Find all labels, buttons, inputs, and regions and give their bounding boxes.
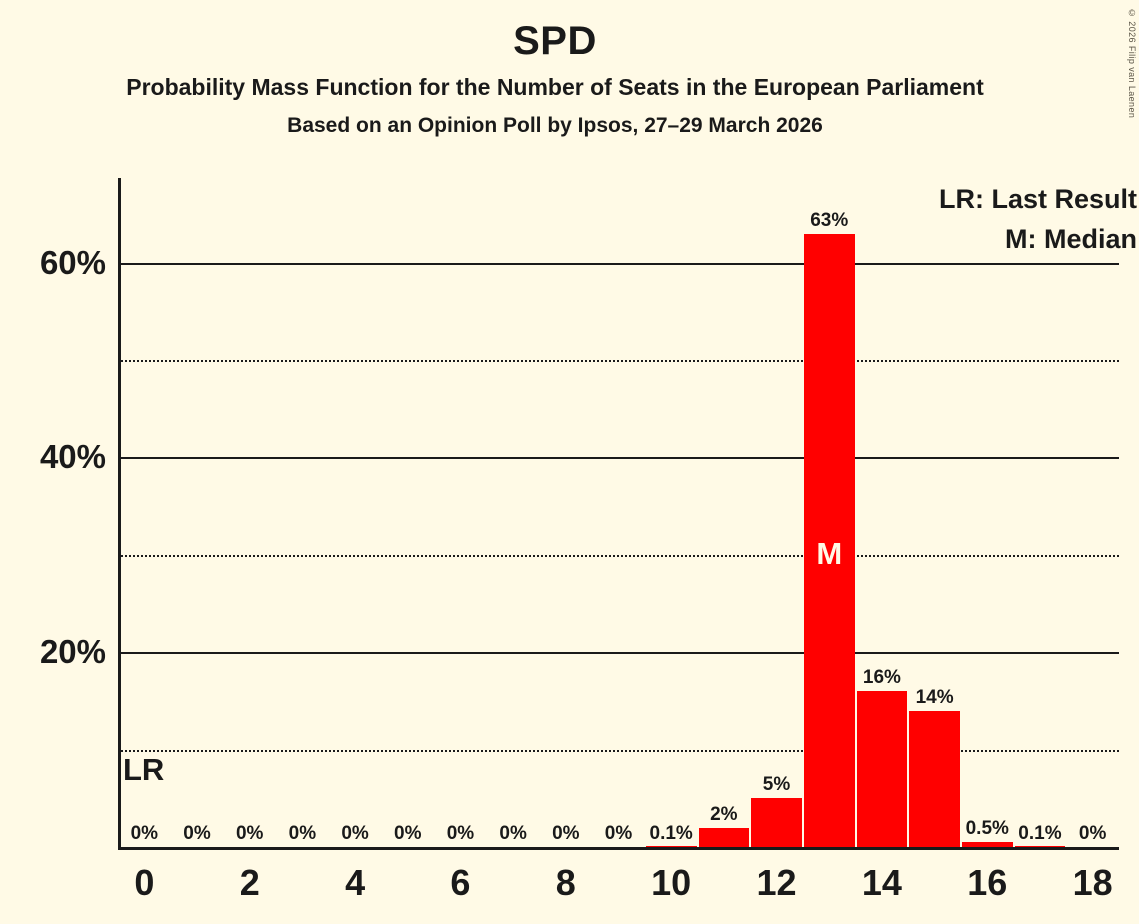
bar-value-label-5: 0%	[394, 823, 422, 844]
y-tick-label-20: 20%	[39, 633, 106, 671]
bar-seat-17	[1014, 846, 1066, 847]
bar-value-label-18: 0%	[1078, 823, 1107, 844]
x-tick-label-2: 2	[239, 862, 260, 903]
bar-value-label-17: 0.1%	[1018, 823, 1062, 844]
bar-value-label-15: 14%	[915, 686, 954, 708]
x-tick-label-18: 18	[1072, 862, 1113, 903]
x-tick-label-4: 4	[345, 862, 366, 903]
bar-value-label-7: 0%	[499, 823, 527, 844]
bar-value-label-4: 0%	[341, 823, 369, 844]
bar-value-label-14: 16%	[862, 667, 901, 689]
bar-seat-13	[803, 233, 855, 847]
bar-value-label-9: 0%	[604, 823, 633, 844]
gridline-30pct	[118, 554, 1119, 557]
bar-value-label-8: 0%	[552, 823, 580, 844]
chart-source-note: Based on an Opinion Poll by Ipsos, 27–29…	[287, 114, 823, 138]
chart-titles: SPD Probability Mass Function for the Nu…	[0, 0, 1110, 137]
bar-value-label-3: 0%	[288, 823, 317, 844]
bar-value-label-2: 0%	[235, 823, 264, 844]
y-tick-label-40: 40%	[39, 438, 106, 476]
gridline-10pct	[118, 749, 1119, 752]
bar-value-label-12: 5%	[762, 774, 791, 796]
bar-seat-12	[751, 798, 802, 847]
plot-area: 0% 0% 0% 0% 0% 0% 0% 0% 0% 0% 0.1% 2% 5% 63% 16% 14% 0.5…	[118, 178, 1119, 850]
gridline-50pct	[118, 360, 1119, 363]
median-marker: M	[816, 535, 843, 571]
bar-seat-14	[856, 691, 908, 847]
x-tick-label-10: 10	[651, 862, 692, 903]
last-result-marker: LR	[123, 751, 165, 787]
y-axis-line	[118, 178, 121, 850]
bar-seat-11	[698, 827, 750, 847]
bar-value-label-1: 0%	[183, 823, 211, 844]
x-tick-label-0: 0	[134, 862, 155, 903]
bar-value-label-16: 0.5%	[965, 818, 1009, 840]
legend-item-last-result: LR: Last Result	[938, 184, 1137, 214]
bar-value-label-0: 0%	[130, 823, 159, 844]
bar-seat-16	[961, 842, 1013, 847]
gridline-40pct	[118, 457, 1119, 460]
x-axis-line	[118, 847, 1119, 850]
legend-item-median: M: Median	[1005, 223, 1137, 254]
bar-value-label-11: 2%	[710, 803, 738, 825]
x-tick-label-6: 6	[450, 862, 471, 903]
x-tick-label-12: 12	[756, 862, 797, 903]
bar-value-label-10: 0.1%	[649, 823, 693, 844]
bar-value-label-13: 63%	[810, 209, 849, 231]
bar-seat-10	[645, 846, 697, 847]
bar-value-label-6: 0%	[446, 823, 475, 844]
chart-subtitle: Probability Mass Function for the Number…	[126, 74, 984, 100]
x-tick-label-8: 8	[555, 862, 576, 903]
y-tick-label-60: 60%	[39, 243, 106, 281]
x-tick-label-16: 16	[967, 862, 1008, 903]
page-title: SPD	[513, 19, 597, 63]
gridline-20pct	[118, 652, 1119, 655]
gridline-60pct	[118, 262, 1119, 265]
chart-legend: LR: Last Result M: Median	[837, 180, 1137, 260]
copyright-notice: © 2026 Filip van Laenen	[1127, 8, 1137, 119]
x-tick-label-14: 14	[861, 862, 902, 903]
bar-seat-15	[909, 710, 960, 847]
